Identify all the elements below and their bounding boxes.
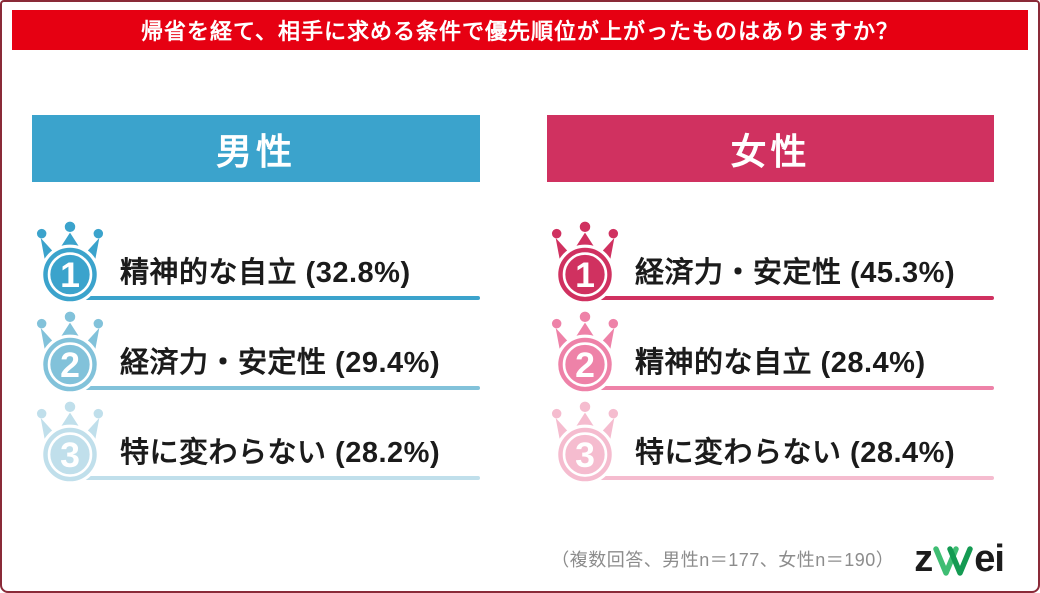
male-rank-2-label: 経済力・安定性 (29.4%)	[120, 347, 441, 379]
male-rank-3-label: 特に変わらない (28.2%)	[120, 437, 441, 469]
zwei-logo-w-icon	[933, 546, 974, 576]
zwei-logo-ei: ei	[974, 538, 1005, 580]
female-header: 女性	[547, 115, 994, 182]
question-title-banner: 帰省を経て、相手に求める条件で優先順位が上がったものはありますか？	[12, 10, 1028, 50]
male-rank-1-row: 1 精神的な自立 (32.8%)	[32, 220, 480, 305]
svg-text:2: 2	[575, 345, 595, 385]
svg-text:2: 2	[60, 345, 80, 385]
crown-rank-2-icon: 2	[36, 311, 104, 395]
zwei-logo: z ei	[914, 538, 1005, 580]
female-rank-2-row: 2 精神的な自立 (28.4%)	[547, 310, 994, 395]
question-title: 帰省を経て、相手に求める条件で優先順位が上がったものはありますか？	[141, 19, 899, 44]
zwei-logo-z: z	[914, 538, 933, 580]
female-header-label: 女性	[730, 130, 811, 172]
crown-rank-3-icon: 3	[36, 401, 104, 485]
svg-text:1: 1	[60, 255, 80, 295]
svg-text:3: 3	[60, 435, 80, 475]
crown-rank-1-icon: 1	[551, 221, 619, 305]
rank-underline	[599, 386, 994, 390]
sample-size-note: （複数回答、男性n＝177、女性n＝190）	[551, 550, 895, 570]
rank-underline	[84, 296, 480, 300]
rank-underline	[84, 386, 480, 390]
svg-text:3: 3	[575, 435, 595, 475]
female-rank-2-label: 精神的な自立 (28.4%)	[635, 347, 926, 379]
female-rank-1-label: 経済力・安定性 (45.3%)	[635, 257, 956, 289]
rank-underline	[84, 476, 480, 480]
male-rank-3-row: 3 特に変わらない (28.2%)	[32, 400, 480, 485]
male-rank-2-row: 2 経済力・安定性 (29.4%)	[32, 310, 480, 395]
female-rank-3-row: 3 特に変わらない (28.4%)	[547, 400, 994, 485]
female-column: 女性 1 経済力・安定性 (45.3%)	[547, 115, 994, 485]
crown-rank-2-icon: 2	[551, 311, 619, 395]
footer: （複数回答、男性n＝177、女性n＝190） z ei	[551, 538, 1005, 580]
female-rank-3-label: 特に変わらない (28.4%)	[635, 437, 956, 469]
male-rank-1-label: 精神的な自立 (32.8%)	[120, 257, 411, 289]
male-header: 男性	[32, 115, 480, 182]
crown-rank-3-icon: 3	[551, 401, 619, 485]
female-rank-1-row: 1 経済力・安定性 (45.3%)	[547, 220, 994, 305]
rank-underline	[599, 296, 994, 300]
rank-underline	[599, 476, 994, 480]
crown-rank-1-icon: 1	[36, 221, 104, 305]
male-column: 男性 1 精神的な自立 (32.8%)	[32, 115, 480, 485]
male-header-label: 男性	[215, 130, 296, 172]
svg-text:1: 1	[575, 255, 595, 295]
